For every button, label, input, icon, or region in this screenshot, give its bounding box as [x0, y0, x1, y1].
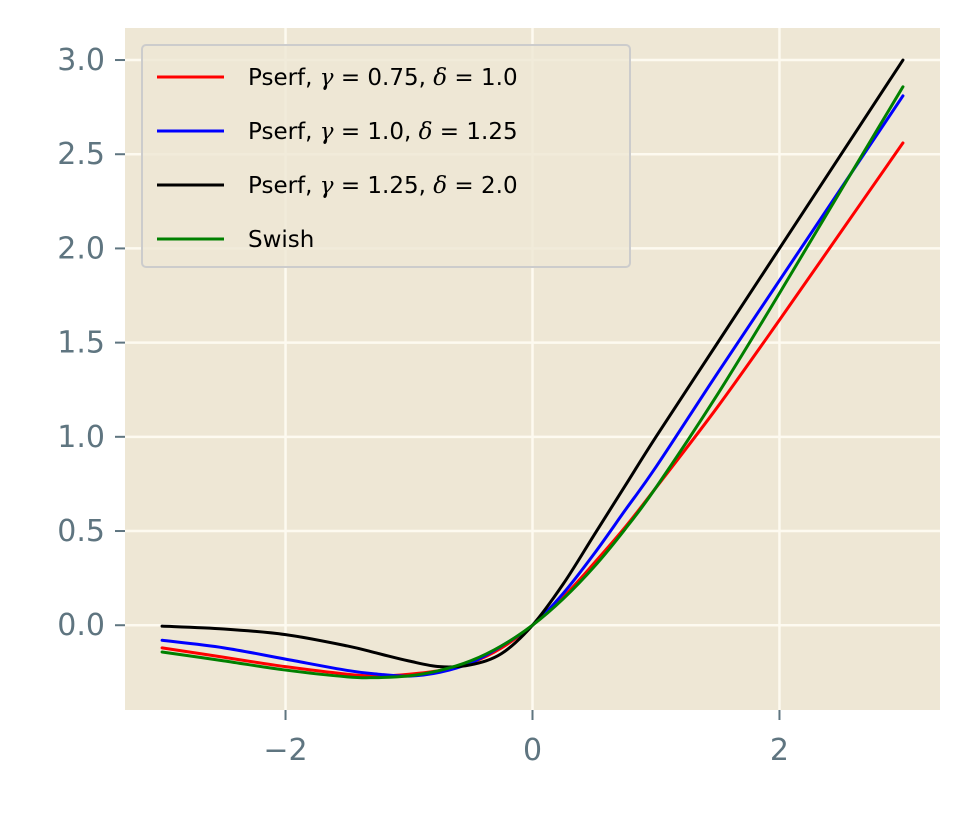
legend-label: Pserf, γ = 1.0, δ = 1.25 — [248, 119, 518, 145]
y-tick-label: 1.0 — [57, 420, 105, 455]
y-tick-label: 2.0 — [57, 231, 105, 266]
legend-label: Pserf, γ = 1.25, δ = 2.0 — [248, 173, 518, 199]
x-tick-label: 0 — [523, 733, 542, 768]
legend-label: Pserf, γ = 0.75, δ = 1.0 — [248, 65, 518, 91]
legend-label: Swish — [248, 227, 314, 253]
series-line-3 — [160, 85, 905, 680]
legend: Pserf, γ = 0.75, δ = 1.0 Pserf, γ = 1.0, … — [141, 44, 631, 268]
y-tick-label: 0.5 — [57, 514, 105, 549]
axis-ticks: −2 0 2 0.0 0.5 1.0 1.5 2.0 2.5 3.0 — [57, 43, 789, 768]
y-tick-label: 2.5 — [57, 137, 105, 172]
y-tick-label: 1.5 — [57, 326, 105, 361]
x-tick-label: −2 — [263, 733, 307, 768]
y-tick-label: 3.0 — [57, 43, 105, 78]
legend-box — [141, 44, 631, 268]
series-lines — [160, 58, 905, 680]
y-tick-label: 0.0 — [57, 608, 105, 643]
x-tick-label: 2 — [770, 733, 789, 768]
